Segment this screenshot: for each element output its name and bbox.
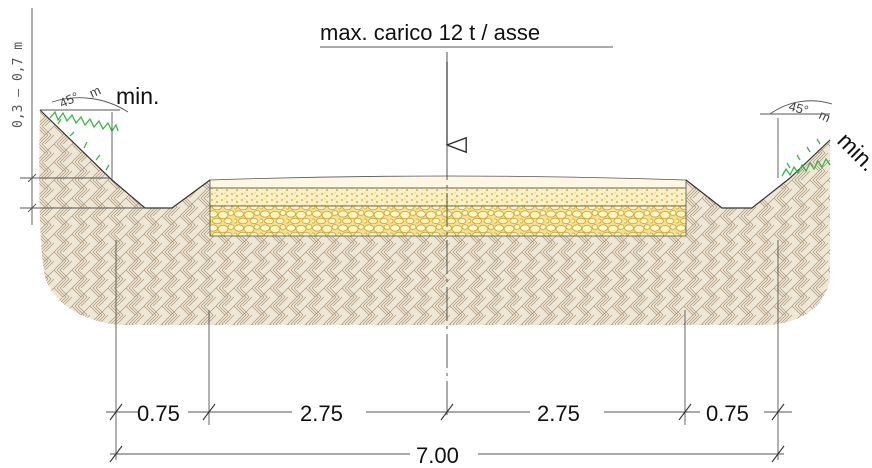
grass-right — [781, 138, 831, 177]
slope-right-min-label: min. — [832, 127, 872, 176]
dimension-row: 0.75 2.75 2.75 0.75 — [106, 401, 792, 426]
slope-right-unit: m — [817, 107, 833, 125]
dim-right-lane: 2.75 — [537, 401, 580, 426]
slope-left-angle: 45° — [57, 89, 81, 111]
dimension-reference-lines — [115, 240, 779, 460]
dim-total: 7.00 — [416, 443, 459, 468]
load-indicator: max. carico 12 t / asse — [320, 20, 613, 420]
fine-gravel-layer — [209, 187, 687, 207]
total-dimension: 7.00 — [109, 443, 785, 468]
dim-right-shoulder: 0.75 — [706, 401, 749, 426]
slope-right-angle: 45° — [787, 98, 810, 118]
gravel-base-layer — [209, 205, 687, 237]
slope-left-min-label: min. — [116, 83, 159, 109]
load-title: max. carico 12 t / asse — [320, 20, 540, 45]
grass-left — [49, 110, 119, 171]
ditch-depth-marker: 0,3 – 0,7 m — [11, 8, 145, 225]
ditch-depth-label: 0,3 – 0,7 m — [11, 42, 26, 128]
dim-left-shoulder: 0.75 — [137, 401, 180, 426]
road-surface-layer — [209, 175, 687, 189]
dim-left-lane: 2.75 — [300, 401, 343, 426]
